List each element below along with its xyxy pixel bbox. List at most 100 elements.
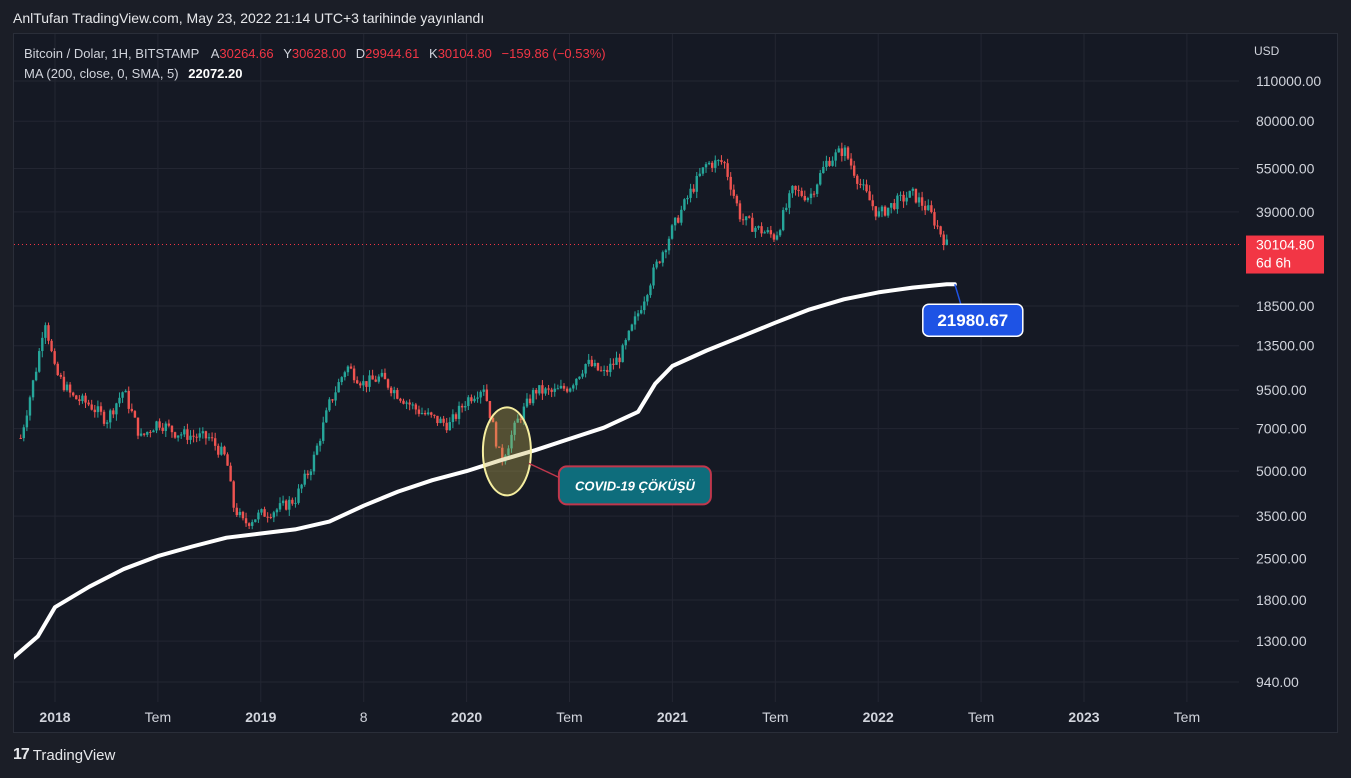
candle-body <box>244 518 248 524</box>
x-tick-label: 2020 <box>451 709 482 725</box>
candle-body <box>732 189 735 196</box>
x-tick-label: Tem <box>556 709 582 725</box>
candle-body <box>263 509 266 517</box>
candle-body <box>550 389 553 392</box>
candle-body <box>578 376 581 379</box>
candle-body <box>19 437 22 439</box>
x-tick-label: Tem <box>145 709 171 725</box>
current-price-text: 30104.80 <box>1256 237 1315 253</box>
candle-body <box>28 397 32 416</box>
y-tick-label: 3500.00 <box>1256 508 1307 524</box>
candle-body <box>785 207 788 211</box>
annotation-text: COVID-19 ÇÖKÜŞÜ <box>575 478 696 493</box>
candle-body <box>689 188 692 198</box>
candle-body <box>365 381 368 387</box>
candle-body <box>735 195 739 204</box>
candle-body <box>575 378 578 386</box>
candle-body <box>75 395 78 400</box>
candle-body <box>65 384 69 391</box>
y-tick-label: 110000.00 <box>1256 73 1321 89</box>
candle-body <box>911 188 915 191</box>
candle-body <box>176 435 180 438</box>
candle-body <box>528 398 532 404</box>
currency-label: USD <box>1254 44 1280 58</box>
tradingview-brand[interactable]: 17 TradingView <box>13 746 115 764</box>
candle-body <box>170 425 174 433</box>
candle-body <box>822 166 825 174</box>
candle-body <box>707 162 711 165</box>
current-price-badge <box>1246 235 1324 274</box>
candle-body <box>840 148 844 156</box>
candle-body <box>386 379 390 388</box>
candle-body <box>815 184 819 194</box>
candle-body <box>31 380 35 398</box>
candle-body <box>105 422 109 424</box>
candle-body <box>936 225 939 227</box>
low-value: 29944.61 <box>365 46 420 61</box>
candle-body <box>522 406 526 420</box>
candle-body <box>778 230 782 236</box>
candle-body <box>53 351 56 364</box>
candle-body <box>115 403 118 415</box>
candle-body <box>423 412 427 415</box>
covid-highlight-ellipse <box>481 406 532 497</box>
candle-body <box>704 164 708 168</box>
candle-body <box>124 390 127 393</box>
candle-body <box>41 337 44 352</box>
candle-body <box>411 404 414 406</box>
price-chart[interactable]: COVID-19 ÇÖKÜŞÜ 110000.00 80000.00 55000.0… <box>14 34 1337 732</box>
candle-body <box>383 372 387 380</box>
candle-body <box>393 390 396 394</box>
candle-body <box>516 418 519 423</box>
candle-body <box>328 399 331 411</box>
candle-body <box>933 212 936 226</box>
candle-body <box>720 160 723 163</box>
candle-body <box>315 445 319 455</box>
chart-frame[interactable]: COVID-19 ÇÖKÜŞÜ 110000.00 80000.00 55000.0… <box>13 33 1338 733</box>
candle-body <box>794 185 797 190</box>
moving-average-line <box>14 282 957 660</box>
candle-body <box>368 375 371 387</box>
candle-body <box>380 372 384 377</box>
candle-body <box>56 363 59 376</box>
candle-body <box>294 502 297 504</box>
candle-body <box>945 239 948 245</box>
symbol-title[interactable]: Bitcoin / Dolar, 1H, BITSTAMP <box>24 46 200 61</box>
candle-body <box>738 203 742 220</box>
candle-body <box>609 363 612 373</box>
candlestick-series <box>19 142 948 530</box>
candle-body <box>646 295 649 302</box>
candle-body <box>633 316 637 325</box>
candle-body <box>893 203 896 210</box>
candle-body <box>278 503 282 510</box>
candle-body <box>544 388 547 394</box>
candle-body <box>667 238 671 251</box>
candle-body <box>920 197 924 206</box>
candle-body <box>71 392 75 396</box>
candle-body <box>593 363 597 367</box>
candle-body <box>643 301 646 311</box>
candle-body <box>908 190 911 198</box>
x-tick-label: 2023 <box>1068 709 1099 725</box>
candle-body <box>405 402 408 404</box>
candle-body <box>849 158 853 166</box>
candle-body <box>161 427 164 431</box>
candle-body <box>877 211 881 217</box>
brand-name: TradingView <box>32 746 116 764</box>
candle-body <box>581 373 584 377</box>
candle-body <box>837 148 840 153</box>
candle-body <box>195 436 198 438</box>
candle-body <box>856 175 859 184</box>
candle-body <box>939 226 942 235</box>
candle-body <box>87 402 90 405</box>
candle-body <box>541 385 544 394</box>
ma-indicator-label[interactable]: MA (200, close, 0, SMA, 5) <box>24 66 179 81</box>
x-tick-label: 2022 <box>863 709 894 725</box>
candle-body <box>254 519 257 523</box>
low-label: D <box>355 46 366 61</box>
candle-body <box>485 389 489 402</box>
candle-body <box>862 184 865 186</box>
candle-body <box>34 371 38 381</box>
close-label: K <box>429 46 438 61</box>
candle-body <box>886 207 890 216</box>
